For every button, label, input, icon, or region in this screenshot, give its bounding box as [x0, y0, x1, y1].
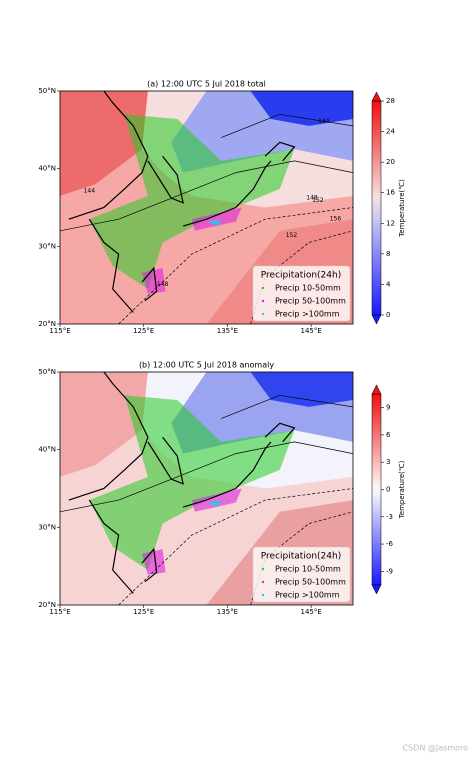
colorbar-tick-label: 8 — [386, 250, 390, 258]
precip-50-100 — [191, 207, 242, 231]
legend-marker — [261, 567, 265, 571]
x-tick-label: 135°E — [217, 327, 238, 335]
colorbar-tick-label: -6 — [386, 540, 394, 548]
legend-marker — [261, 580, 265, 584]
coastline — [88, 499, 134, 594]
y-tick-label: 20°N — [38, 601, 56, 609]
map-frame — [59, 371, 354, 606]
coastline — [147, 155, 184, 204]
x-tick-label: 125°E — [133, 608, 154, 616]
colorbar-tick-label: 28 — [386, 97, 395, 105]
contour — [250, 230, 353, 324]
legend-label: Precip >100mm — [275, 310, 340, 319]
legend-title: Precipitation(24h) — [261, 271, 341, 281]
coastline — [141, 266, 158, 302]
contour — [250, 511, 353, 605]
legend-marker — [261, 312, 265, 316]
colorbar-tick-label: 3 — [386, 458, 390, 466]
y-tick-label: 50°N — [38, 368, 56, 376]
legend-marker — [261, 286, 265, 290]
contour-label: 148 — [157, 281, 169, 288]
contour — [60, 160, 353, 232]
precip-10-50 — [89, 395, 295, 570]
legend-label: Precip 50-100mm — [275, 578, 346, 587]
contour-label: 152 — [286, 232, 298, 239]
legend-title: Precipitation(24h) — [261, 552, 341, 562]
contour — [221, 113, 353, 138]
colorbar-tick-label: 9 — [386, 404, 390, 412]
x-tick-label: 115°E — [49, 327, 70, 335]
coastline — [68, 372, 149, 501]
x-tick-label: 145°E — [300, 608, 321, 616]
panel-title: (b) 12:00 UTC 5 Jul 2018 anomaly — [139, 361, 274, 370]
precip-gt100 — [206, 219, 222, 227]
coastline — [88, 218, 134, 313]
watermark: CSDN @Jasmoro — [403, 744, 469, 753]
legend-marker — [261, 593, 265, 597]
x-tick-label: 135°E — [217, 608, 238, 616]
contour-label: 148 — [306, 195, 318, 202]
colorbar-tick-label: 0 — [386, 311, 390, 319]
legend-label: Precip 10-50mm — [275, 565, 341, 574]
y-tick-label: 50°N — [38, 87, 56, 95]
x-tick-label: 115°E — [49, 608, 70, 616]
legend-label: Precip 50-100mm — [275, 297, 346, 306]
contour — [221, 394, 353, 419]
map-frame — [59, 90, 354, 325]
shading-cold — [250, 372, 353, 407]
legend-marker — [261, 299, 265, 303]
colorbar-tick-label: 6 — [386, 431, 391, 439]
y-tick-label: 30°N — [38, 242, 56, 250]
coastline — [147, 436, 184, 485]
legend-label: Precip 10-50mm — [275, 284, 341, 293]
contour — [118, 207, 353, 324]
colorbar-tick-label: 24 — [386, 128, 395, 136]
coastline — [264, 141, 296, 162]
precip-50-100 — [191, 488, 242, 512]
contour — [118, 488, 353, 605]
coastline — [141, 547, 158, 583]
coastline — [264, 422, 296, 443]
colorbar-extend — [371, 314, 382, 325]
colorbar-extend — [371, 584, 382, 595]
colorbar-tick-label: 0 — [386, 486, 390, 494]
colorbar-label: Temperature(℃) — [398, 460, 406, 519]
colorbar-tick-label: -3 — [386, 513, 393, 521]
y-tick-label: 20°N — [38, 320, 56, 328]
colorbar-extend — [371, 91, 382, 102]
colorbar-label: Temperature(℃) — [398, 179, 406, 238]
colorbar — [371, 393, 382, 586]
colorbar — [371, 100, 382, 316]
legend-box — [252, 265, 351, 322]
y-tick-label: 40°N — [38, 446, 56, 454]
contour — [60, 441, 353, 513]
x-tick-label: 125°E — [133, 327, 154, 335]
colorbar-tick-label: -9 — [386, 567, 393, 575]
contour-label: 144 — [318, 118, 330, 125]
colorbar-extend — [371, 384, 382, 395]
colorbar-tick-label: 4 — [386, 280, 391, 288]
contour-label: 156 — [330, 216, 342, 223]
contour-label: 152 — [312, 197, 324, 204]
shading-cold — [250, 91, 353, 126]
colorbar-tick-label: 16 — [386, 189, 395, 197]
contour-label: 144 — [84, 188, 96, 195]
precip-10-50 — [89, 114, 295, 289]
legend-label: Precip >100mm — [275, 591, 340, 600]
y-tick-label: 40°N — [38, 165, 56, 173]
x-tick-label: 145°E — [300, 327, 321, 335]
colorbar-tick-label: 20 — [386, 158, 395, 166]
precip-gt100 — [206, 500, 222, 508]
coastline — [68, 91, 149, 220]
y-tick-label: 30°N — [38, 523, 56, 531]
colorbar-tick-label: 12 — [386, 219, 395, 227]
legend-box — [252, 546, 351, 603]
panel-title: (a) 12:00 UTC 5 Jul 2018 total — [147, 80, 266, 89]
